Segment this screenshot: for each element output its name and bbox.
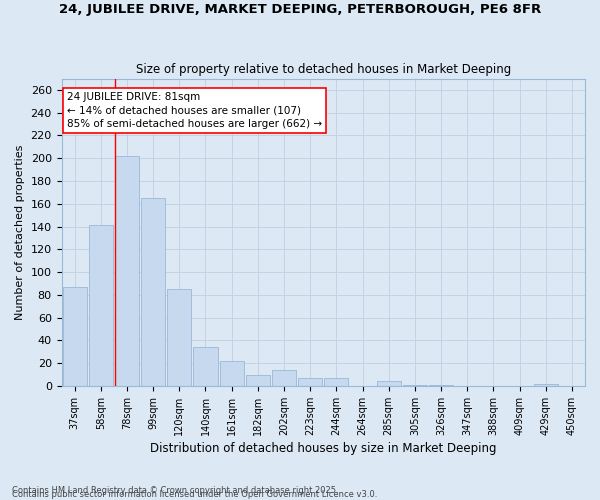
Text: Contains HM Land Registry data © Crown copyright and database right 2025.: Contains HM Land Registry data © Crown c… <box>12 486 338 495</box>
Bar <box>115 156 139 386</box>
Bar <box>89 226 113 386</box>
Y-axis label: Number of detached properties: Number of detached properties <box>15 144 25 320</box>
Bar <box>533 384 558 386</box>
Bar <box>325 378 349 386</box>
Bar <box>403 385 427 386</box>
Bar <box>246 374 270 386</box>
Text: Contains public sector information licensed under the Open Government Licence v3: Contains public sector information licen… <box>12 490 377 499</box>
Bar <box>62 287 86 386</box>
X-axis label: Distribution of detached houses by size in Market Deeping: Distribution of detached houses by size … <box>150 442 497 455</box>
Bar <box>167 289 191 386</box>
Bar <box>272 370 296 386</box>
Text: 24 JUBILEE DRIVE: 81sqm
← 14% of detached houses are smaller (107)
85% of semi-d: 24 JUBILEE DRIVE: 81sqm ← 14% of detache… <box>67 92 322 129</box>
Text: 24, JUBILEE DRIVE, MARKET DEEPING, PETERBOROUGH, PE6 8FR: 24, JUBILEE DRIVE, MARKET DEEPING, PETER… <box>59 2 541 16</box>
Bar <box>298 378 322 386</box>
Bar <box>141 198 165 386</box>
Bar <box>220 361 244 386</box>
Bar <box>377 382 401 386</box>
Bar <box>429 385 453 386</box>
Bar <box>193 347 218 386</box>
Title: Size of property relative to detached houses in Market Deeping: Size of property relative to detached ho… <box>136 63 511 76</box>
